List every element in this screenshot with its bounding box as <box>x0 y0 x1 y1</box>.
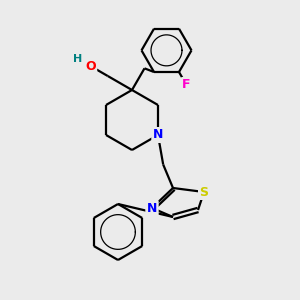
Text: H: H <box>73 54 82 64</box>
Text: O: O <box>85 59 96 73</box>
Text: N: N <box>147 202 157 214</box>
Text: S: S <box>200 185 208 199</box>
Text: N: N <box>153 128 163 142</box>
Text: F: F <box>182 79 191 92</box>
